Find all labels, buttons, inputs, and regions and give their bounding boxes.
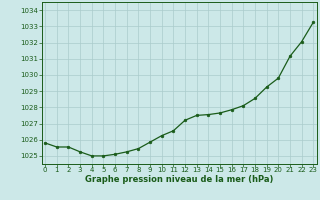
X-axis label: Graphe pression niveau de la mer (hPa): Graphe pression niveau de la mer (hPa) (85, 175, 273, 184)
